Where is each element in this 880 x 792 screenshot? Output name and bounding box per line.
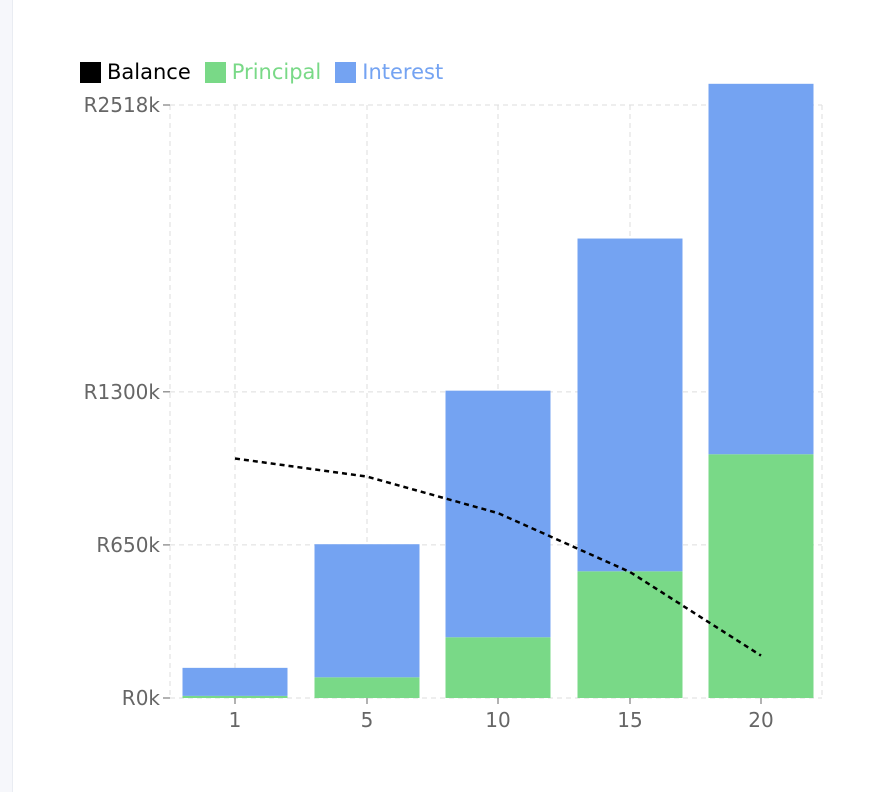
y-tick-label: R1300k — [84, 380, 161, 404]
bar-interest — [577, 238, 683, 572]
legend-item-principal[interactable]: Principal — [204, 60, 322, 84]
legend-label-balance: Balance — [107, 60, 191, 84]
interest-swatch — [335, 61, 357, 83]
bar-interest — [445, 390, 551, 638]
bar-interest — [708, 83, 814, 455]
bar-principal — [577, 571, 683, 698]
left-panel-edge — [0, 0, 13, 792]
legend-label-interest: Interest — [362, 60, 444, 84]
x-tick-label: 5 — [361, 708, 374, 732]
x-tick-label: 1 — [229, 708, 242, 732]
legend-item-balance[interactable]: Balance — [80, 60, 191, 84]
bar-principal — [182, 695, 288, 698]
principal-swatch — [204, 61, 226, 83]
bar-interest — [314, 544, 420, 678]
balance-swatch — [80, 61, 101, 83]
y-tick-label: R0k — [122, 686, 161, 710]
bar-principal — [314, 677, 420, 698]
x-tick-label: 20 — [748, 708, 773, 732]
legend-label-principal: Principal — [231, 60, 322, 84]
y-tick-label: R650k — [96, 533, 160, 557]
x-tick-label: 10 — [485, 708, 510, 732]
x-tick-label: 15 — [617, 708, 642, 732]
bar-interest — [182, 667, 288, 696]
bar-principal — [445, 637, 551, 698]
bar-principal — [708, 454, 814, 698]
y-tick-label: R2518k — [84, 93, 161, 117]
chart-legend: Balance Principal Interest — [80, 60, 443, 84]
legend-item-interest[interactable]: Interest — [335, 60, 443, 84]
